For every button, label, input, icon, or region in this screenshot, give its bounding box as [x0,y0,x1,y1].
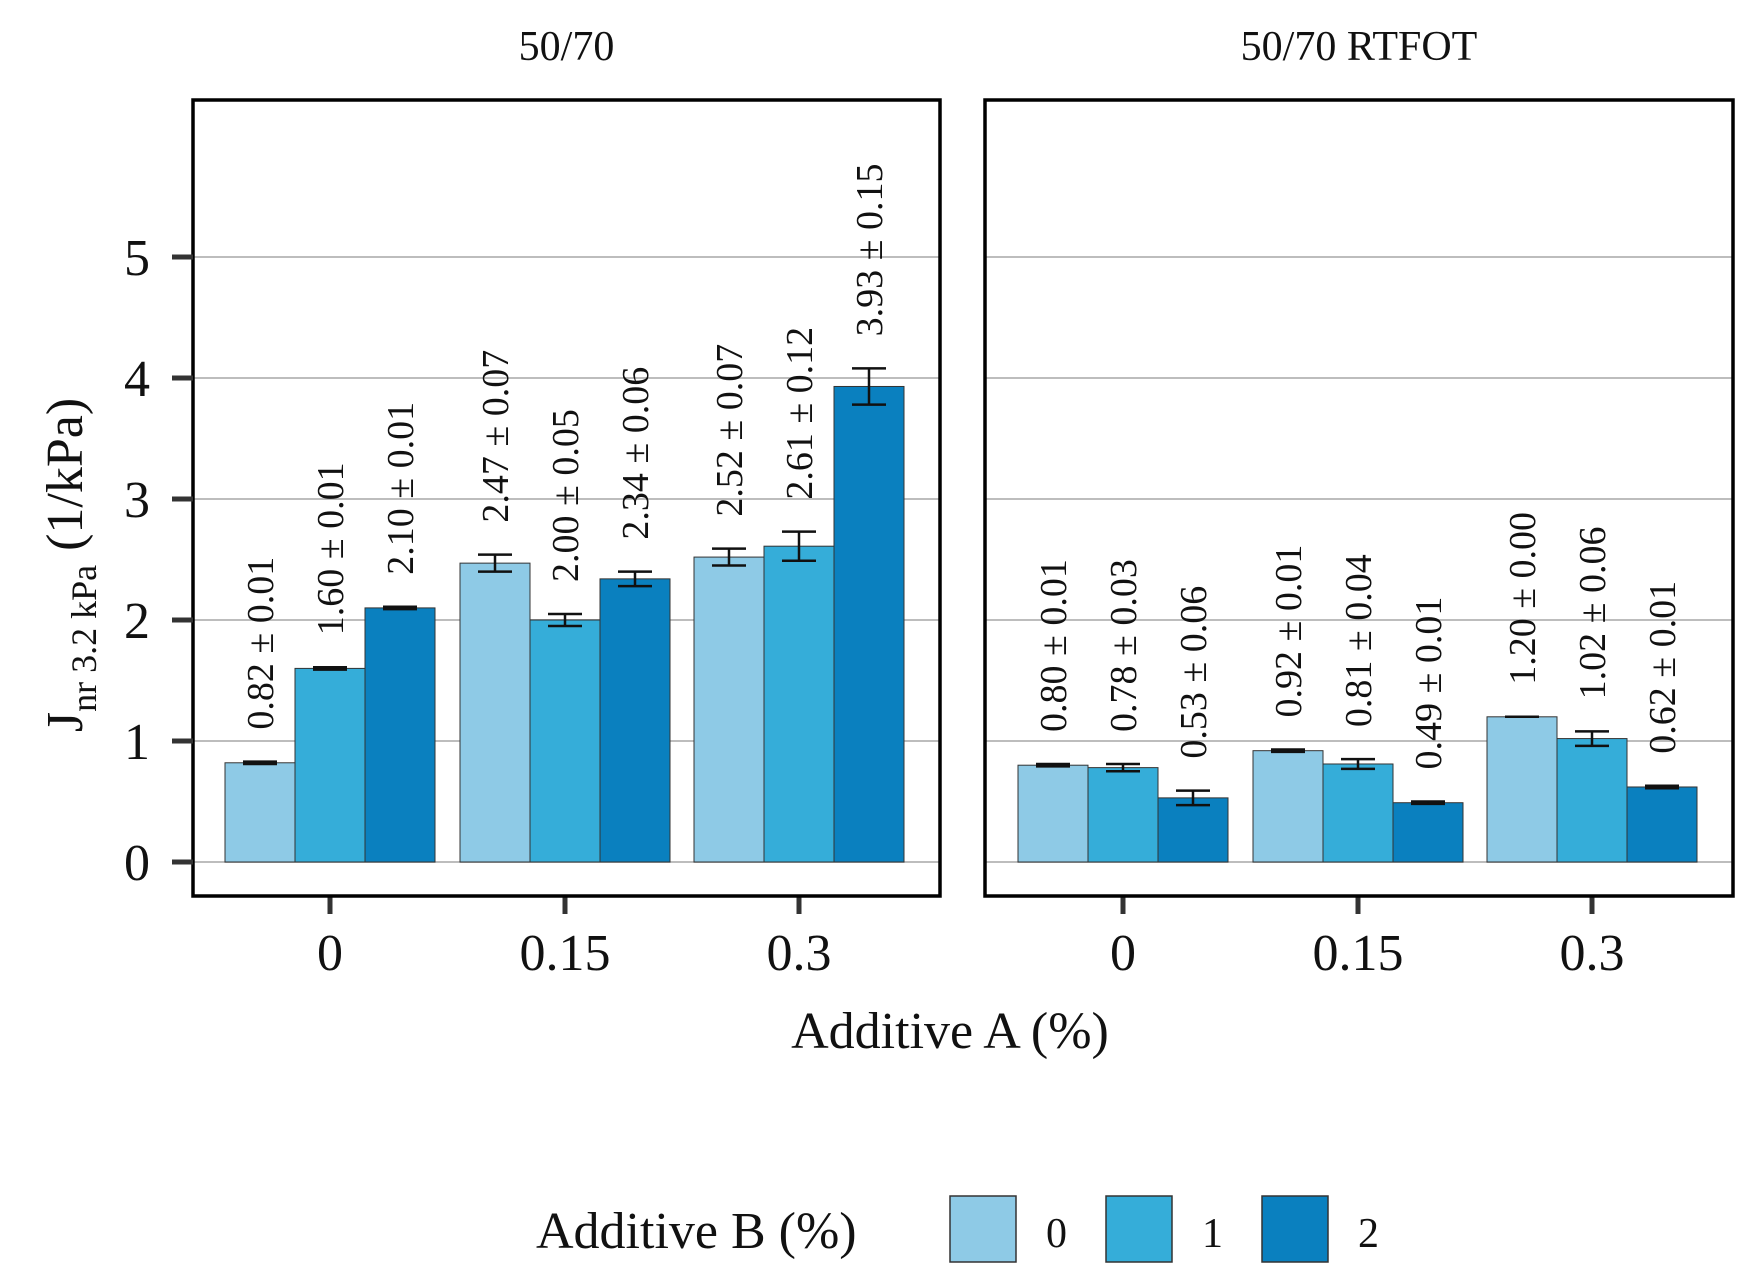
bar-label: 0.80 ± 0.01 [1033,559,1075,732]
panel-border [983,98,1735,898]
bar [1157,797,1229,863]
bar-label: 2.52 ± 0.07 [709,344,751,517]
bar-label: 0.53 ± 0.06 [1173,586,1215,759]
bar [1017,764,1089,863]
legend-key-label: 2 [1358,1211,1379,1257]
y-tick-label: 2 [124,593,150,650]
bar [364,607,436,863]
bar-label: 3.93 ± 0.15 [849,163,891,336]
bar [1486,716,1558,863]
bar-label: 0.78 ± 0.03 [1103,559,1145,732]
y-axis-title-main: J [37,712,94,732]
bar [1322,763,1394,863]
bar-label: 0.82 ± 0.01 [240,557,282,730]
y-axis-title-subscript: nr 3.2 kPa [64,565,104,712]
y-tick-label: 4 [124,351,150,408]
legend-key-swatch [1261,1195,1329,1263]
bar [294,667,366,863]
bar-label: 0.49 ± 0.01 [1408,597,1450,770]
bar [599,578,671,863]
y-tick-label: 1 [124,714,150,771]
x-axis-title: Additive A (%) [791,1003,1109,1060]
x-tick-label: 0.3 [1560,925,1625,982]
bar-label: 2.00 ± 0.05 [545,409,587,582]
y-axis-title-unit: (1/kPa) [37,398,94,551]
bar [1392,802,1464,863]
facet-title: 50/70 [519,24,615,70]
x-tick-label: 0.3 [767,925,832,982]
bar-label: 1.20 ± 0.00 [1502,512,1544,685]
legend-key-label: 0 [1046,1211,1067,1257]
bar [1252,750,1324,863]
bar [459,562,531,863]
bar-label: 0.62 ± 0.01 [1642,581,1684,754]
chart-facets: 50/70 0.82 ± 0.01 1.60 ± 0.01 2.10 ± 0.01 0 2… [191,24,1735,982]
facet-title: 50/70 RTFOT [1241,24,1478,70]
bar [1087,767,1159,863]
legend-key-label: 1 [1202,1211,1223,1257]
y-tick-label: 3 [124,472,150,529]
legend-title: Additive B (%) [536,1203,857,1260]
bar-label: 2.10 ± 0.01 [380,402,422,575]
y-axis: 0 1 2 3 4 5 [124,230,193,892]
x-tick-label: 0.15 [1313,925,1404,982]
legend-key-swatch [1105,1195,1173,1263]
bar [693,556,765,863]
bar [1626,786,1698,863]
x-tick-label: 0 [317,925,343,982]
bar-label: 2.34 ± 0.06 [615,367,657,540]
bar-label: 0.81 ± 0.04 [1338,554,1380,727]
bar [529,619,601,863]
facet-panel-2: 50/70 RTFOT 0.80 ± 0.01 0.78 ± 0.03 0.53 ± … [983,24,1735,982]
bar [763,545,835,863]
y-axis-title: Jnr 3.2 kPa (1/kPa) [37,398,104,732]
bar [833,385,905,863]
x-tick-label: 0 [1110,925,1136,982]
legend: Additive B (%) 0 1 2 [536,1195,1379,1263]
bar-label: 0.92 ± 0.01 [1268,545,1310,718]
bar [224,762,296,863]
bar-label: 2.61 ± 0.12 [779,327,821,500]
bar [1556,738,1628,863]
facet-panel-1: 50/70 0.82 ± 0.01 1.60 ± 0.01 2.10 ± 0.01 0 2… [191,24,942,982]
bar-label: 1.60 ± 0.01 [310,462,352,635]
bar-label: 2.47 ± 0.07 [475,350,517,523]
y-tick-label: 5 [124,230,150,287]
legend-key-swatch [949,1195,1017,1263]
bar-label: 1.02 ± 0.06 [1572,526,1614,699]
y-tick-label: 0 [124,835,150,892]
x-tick-label: 0.15 [520,925,611,982]
